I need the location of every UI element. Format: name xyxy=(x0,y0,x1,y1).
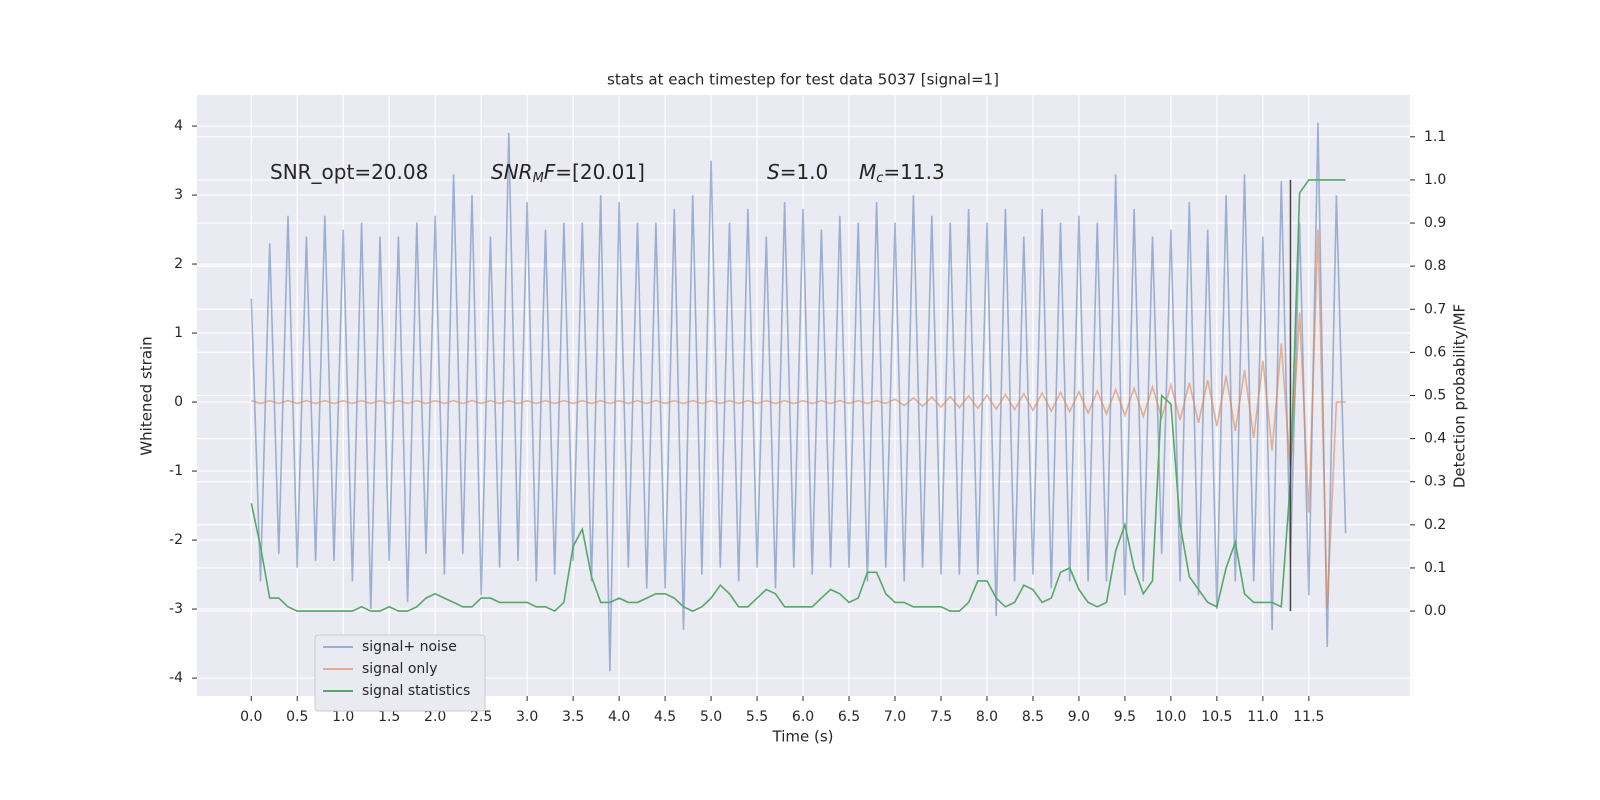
x-tick-label: 11.0 xyxy=(1247,709,1278,725)
y2-tick-label: 0.9 xyxy=(1424,215,1446,231)
y-tick-label: 0 xyxy=(174,394,183,410)
annotation-part: M xyxy=(533,171,544,186)
y-tick-label: 1 xyxy=(174,325,183,341)
x-tick-label: 11.5 xyxy=(1293,709,1324,725)
legend-label: signal statistics xyxy=(362,683,470,699)
x-tick-label: 6.5 xyxy=(838,709,860,725)
y-tick-label: 3 xyxy=(174,187,183,203)
x-tick-label: 5.5 xyxy=(746,709,768,725)
y-tick-label: -4 xyxy=(169,670,183,686)
legend-label: signal only xyxy=(362,661,437,677)
x-tick-label: 4.0 xyxy=(608,709,630,725)
x-tick-label: 1.5 xyxy=(378,709,400,725)
y-tick-label: 2 xyxy=(174,256,183,272)
y2-axis-label: Detection probability/MF xyxy=(1451,304,1469,488)
x-tick-label: 3.0 xyxy=(516,709,538,725)
annotation-part: c xyxy=(876,171,883,186)
y2-tick-label: 0.5 xyxy=(1424,388,1446,404)
y-tick-label: 4 xyxy=(174,118,183,134)
x-tick-label: 9.0 xyxy=(1068,709,1090,725)
legend-label: signal+ noise xyxy=(362,639,457,655)
series-line xyxy=(250,122,1347,672)
annotation-part: SNR xyxy=(491,160,533,184)
annotation: S=1.0 xyxy=(767,160,828,184)
x-tick-label: 6.0 xyxy=(792,709,814,725)
x-tick-label: 8.0 xyxy=(976,709,998,725)
x-tick-label: 2.0 xyxy=(424,709,446,725)
y2-tick-label: 0.3 xyxy=(1424,474,1446,490)
x-tick-label: 4.5 xyxy=(654,709,676,725)
x-tick-label: 1.0 xyxy=(332,709,354,725)
x-tick-label: 0.5 xyxy=(286,709,308,725)
y2-tick-label: 0.2 xyxy=(1424,517,1446,533)
annotation-part: S xyxy=(767,160,780,184)
y-tick-label: -1 xyxy=(169,463,183,479)
annotation-part: SNR_opt=20.08 xyxy=(270,160,428,184)
chart-title: stats at each timestep for test data 503… xyxy=(607,71,999,89)
series-line xyxy=(250,179,1346,613)
x-tick-label: 5.0 xyxy=(700,709,722,725)
x-tick-label: 0.0 xyxy=(240,709,262,725)
annotation-part: F xyxy=(544,160,556,184)
x-tick-label: 3.5 xyxy=(562,709,584,725)
y-axis-label: Whitened strain xyxy=(138,336,156,455)
y2-tick-label: 0.8 xyxy=(1424,258,1446,274)
x-tick-label: 9.5 xyxy=(1114,709,1136,725)
annotation-part: M xyxy=(859,160,876,184)
y2-tick-label: 0.1 xyxy=(1424,560,1446,576)
y2-tick-label: 1.1 xyxy=(1424,129,1446,145)
series-line xyxy=(251,229,1346,610)
x-tick-label: 7.5 xyxy=(930,709,952,725)
y-tick-label: -3 xyxy=(169,601,183,617)
y2-tick-label: 0.0 xyxy=(1424,603,1446,619)
annotation-part: =[20.01] xyxy=(555,160,645,184)
y2-tick-label: 0.7 xyxy=(1424,301,1446,317)
annotation: Mc=11.3 xyxy=(859,160,945,186)
x-axis-label: Time (s) xyxy=(772,728,834,746)
x-tick-label: 2.5 xyxy=(470,709,492,725)
y2-tick-label: 1.0 xyxy=(1424,172,1446,188)
annotation: SNRMF=[20.01] xyxy=(491,160,645,186)
annotation: SNR_opt=20.08 xyxy=(270,160,428,184)
x-tick-label: 10.5 xyxy=(1201,709,1232,725)
annotation-part: =11.3 xyxy=(883,160,944,184)
x-tick-label: 7.0 xyxy=(884,709,906,725)
x-tick-label: 8.5 xyxy=(1022,709,1044,725)
y2-tick-label: 0.6 xyxy=(1424,344,1446,360)
y-tick-label: -2 xyxy=(169,532,183,548)
annotation-part: =1.0 xyxy=(780,160,829,184)
x-tick-label: 10.0 xyxy=(1155,709,1186,725)
legend-box xyxy=(314,634,486,712)
y2-tick-label: 0.4 xyxy=(1424,431,1446,447)
